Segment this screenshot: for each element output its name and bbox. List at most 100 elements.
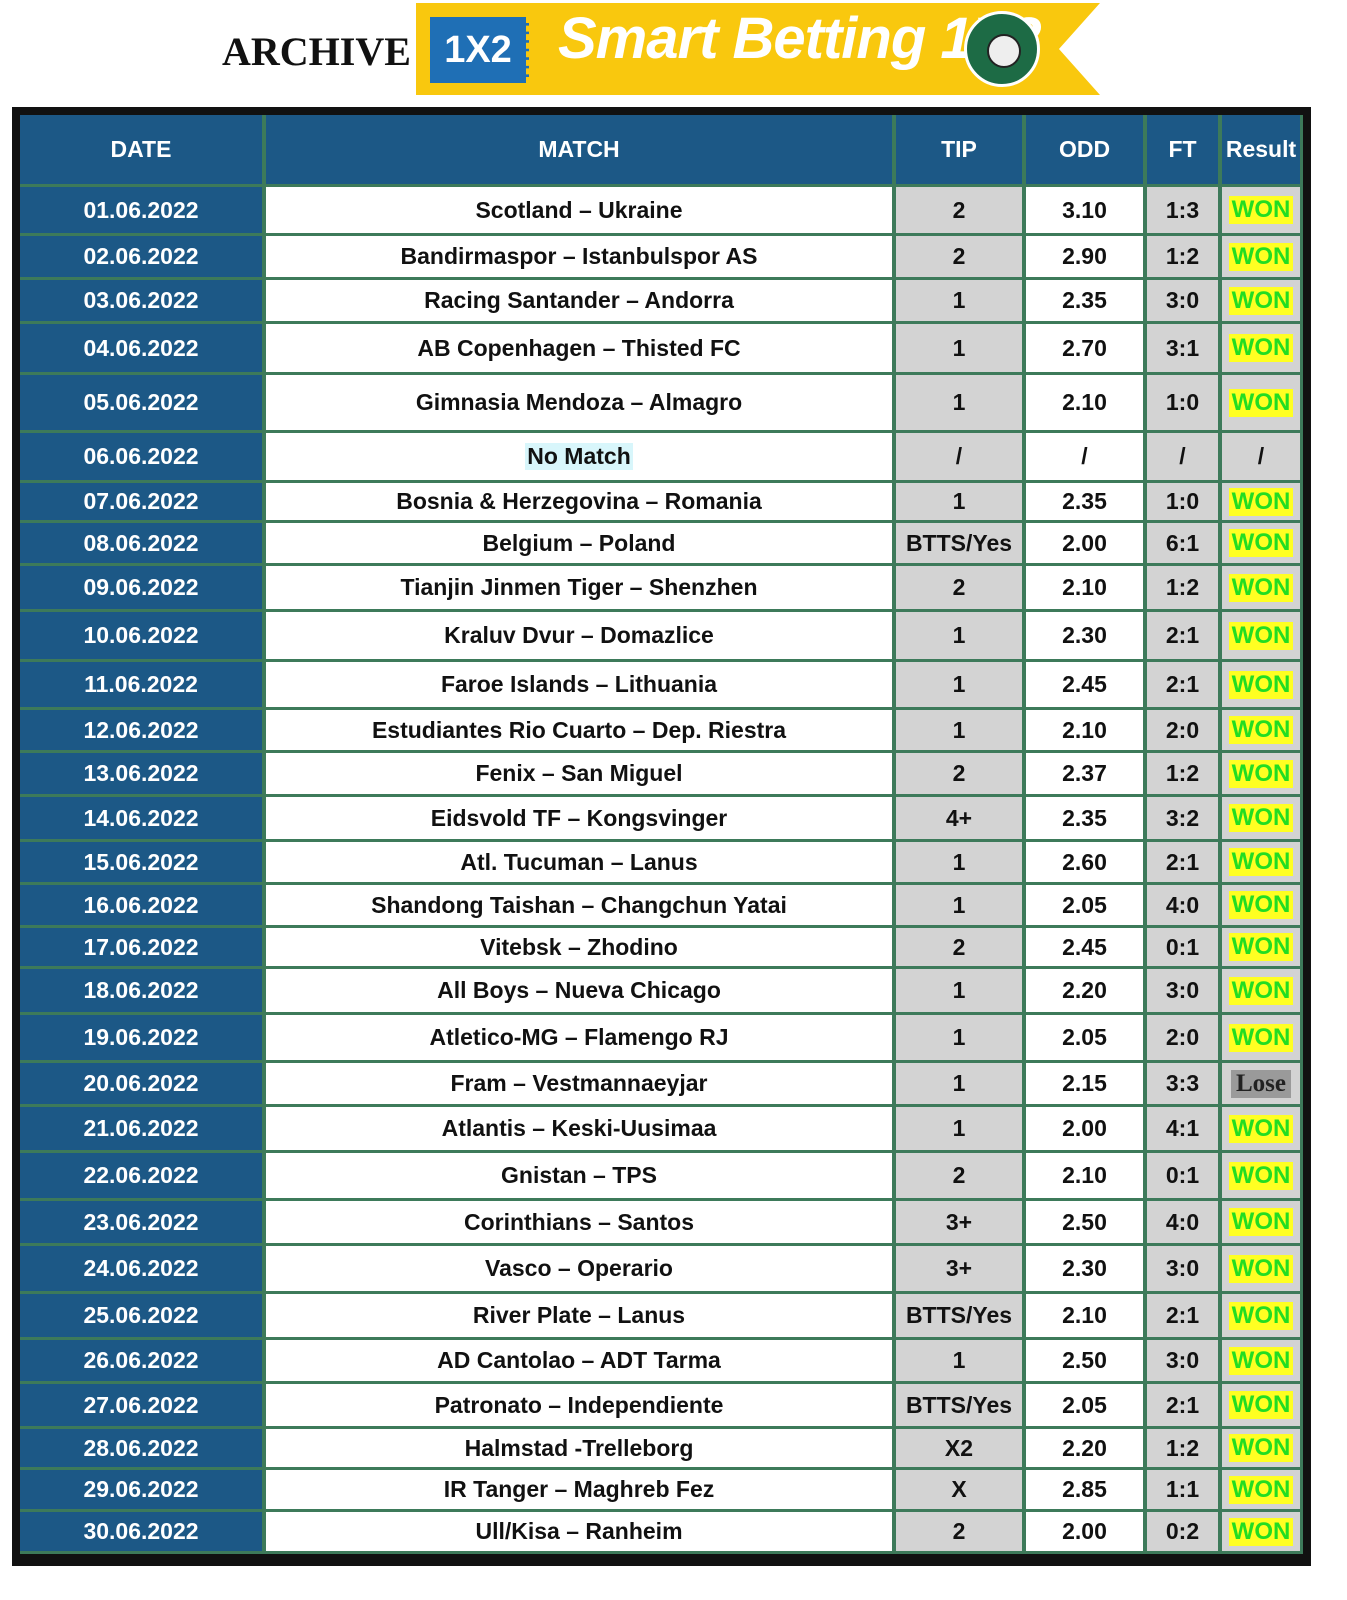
odd-cell: 3.10	[1026, 187, 1143, 233]
date-cell: 27.06.2022	[20, 1384, 262, 1426]
match-text: Fenix – San Miguel	[475, 760, 683, 786]
date-cell: 13.06.2022	[20, 753, 262, 794]
table-row: 23.06.2022 Corinthians – Santos 3+ 2.50 4:0 W…	[20, 1201, 1303, 1246]
date-cell: 26.06.2022	[20, 1340, 262, 1381]
result-cell: WON	[1222, 187, 1300, 233]
match-text: Patronato – Independiente	[434, 1391, 724, 1418]
odd-cell: 2.70	[1026, 324, 1143, 372]
result-cell: WON	[1222, 612, 1300, 659]
table-row: 07.06.2022 Bosnia & Herzegovina – Romania…	[20, 483, 1303, 523]
date-text: 01.06.2022	[83, 196, 199, 223]
odd-text: 2.60	[1062, 848, 1107, 875]
match-text: Vasco – Operario	[485, 1255, 673, 1281]
ft-text: 1:2	[1165, 760, 1200, 786]
date-cell: 01.06.2022	[20, 187, 262, 233]
result-text: Lose	[1231, 1069, 1291, 1098]
tip-text: 1	[952, 488, 966, 514]
tip-cell: 2	[896, 236, 1022, 277]
ft-text: 1:0	[1165, 488, 1200, 514]
odd-cell: 2.90	[1026, 236, 1143, 277]
match-cell: Atletico-MG – Flamengo RJ	[266, 1015, 892, 1060]
result-cell: WON	[1222, 1107, 1300, 1150]
result-cell: Lose	[1222, 1063, 1300, 1104]
date-cell: 22.06.2022	[20, 1153, 262, 1198]
result-cell: WON	[1222, 1246, 1300, 1291]
ft-cell: 4:1	[1147, 1107, 1218, 1150]
ft-text: 3:0	[1165, 977, 1200, 1003]
table-row: 11.06.2022 Faroe Islands – Lithuania 1 2.45…	[20, 662, 1303, 710]
match-text: Racing Santander – Andorra	[424, 287, 734, 313]
table-row: 08.06.2022 Belgium – Poland BTTS/Yes 2.00 6:…	[20, 523, 1303, 566]
date-cell: 18.06.2022	[20, 969, 262, 1012]
date-text: 17.06.2022	[83, 933, 199, 960]
result-cell: WON	[1222, 236, 1300, 277]
odd-text: 2.70	[1062, 334, 1107, 361]
result-text: WON	[1228, 1346, 1294, 1375]
date-text: 29.06.2022	[83, 1476, 199, 1502]
odd-text: 2.20	[1062, 977, 1107, 1003]
match-cell: Vitebsk – Zhodino	[266, 928, 892, 966]
match-text: Atlantis – Keski-Uusimaa	[441, 1115, 717, 1141]
ft-cell: 3:0	[1147, 969, 1218, 1012]
result-cell: WON	[1222, 1429, 1300, 1467]
tip-text: 4+	[945, 804, 973, 831]
result-cell: WON	[1222, 753, 1300, 794]
tip-cell: BTTS/Yes	[896, 523, 1022, 563]
odd-cell: 2.00	[1026, 1512, 1143, 1551]
ft-cell: 1:3	[1147, 187, 1218, 233]
odd-cell: 2.35	[1026, 483, 1143, 520]
tip-text: 3+	[945, 1255, 973, 1281]
ft-cell: 1:2	[1147, 236, 1218, 277]
date-text: 12.06.2022	[83, 716, 199, 743]
tip-cell: 4+	[896, 797, 1022, 839]
date-cell: 21.06.2022	[20, 1107, 262, 1150]
tip-text: 1	[952, 891, 966, 918]
match-cell: Bosnia & Herzegovina – Romania	[266, 483, 892, 520]
ft-cell: 2:1	[1147, 1294, 1218, 1337]
brand-banner: 1X2 Smart Betting 1X2	[416, 3, 1100, 95]
odd-cell: 2.00	[1026, 1107, 1143, 1150]
tip-text: 1	[952, 671, 966, 697]
tip-text: 1	[952, 1024, 966, 1050]
match-text: Estudiantes Rio Cuarto – Dep. Riestra	[371, 716, 787, 743]
match-cell: Fenix – San Miguel	[266, 753, 892, 794]
match-text: Atletico-MG – Flamengo RJ	[429, 1024, 729, 1050]
result-text: WON	[1228, 1161, 1294, 1190]
odd-cell: 2.15	[1026, 1063, 1143, 1104]
match-cell: Fram – Vestmannaeyjar	[266, 1063, 892, 1104]
result-text: WON	[1228, 716, 1294, 744]
odd-text: 2.20	[1062, 1434, 1107, 1461]
tip-cell: 1	[896, 324, 1022, 372]
tip-cell: X2	[896, 1429, 1022, 1467]
match-cell: All Boys – Nueva Chicago	[266, 969, 892, 1012]
ft-cell: 1:0	[1147, 483, 1218, 520]
odd-text: 2.10	[1062, 1162, 1107, 1188]
result-text: WON	[1228, 1208, 1294, 1236]
archive-table: DATE MATCH TIP ODD FT Result 01.06.2022 Scotlan…	[12, 107, 1311, 1566]
result-cell: WON	[1222, 324, 1300, 372]
tip-text: 2	[952, 196, 966, 223]
tip-cell: 1	[896, 662, 1022, 707]
tip-text: 2	[952, 574, 966, 600]
odd-cell: 2.37	[1026, 753, 1143, 794]
date-cell: 30.06.2022	[20, 1512, 262, 1551]
date-text: 13.06.2022	[83, 760, 199, 786]
odd-text: /	[1081, 443, 1088, 469]
match-cell: AD Cantolao – ADT Tarma	[266, 1340, 892, 1381]
match-cell: River Plate – Lanus	[266, 1294, 892, 1337]
result-text: WON	[1228, 196, 1294, 224]
ft-cell: 0:1	[1147, 1153, 1218, 1198]
odd-cell: 2.60	[1026, 842, 1143, 882]
odd-text: 3.10	[1062, 196, 1107, 223]
ft-text: 1:2	[1165, 1434, 1200, 1461]
date-cell: 10.06.2022	[20, 612, 262, 659]
table-row: 13.06.2022 Fenix – San Miguel 2 2.37 1:2 WON	[20, 753, 1303, 797]
odd-text: 2.45	[1062, 933, 1107, 960]
date-cell: 17.06.2022	[20, 928, 262, 966]
ft-text: /	[1179, 443, 1186, 469]
tip-text: 2	[952, 1162, 966, 1188]
tip-text: 1	[952, 1347, 966, 1373]
ft-cell: /	[1147, 433, 1218, 480]
result-text: WON	[1228, 1475, 1294, 1504]
match-text: IR Tanger – Maghreb Fez	[443, 1476, 715, 1502]
